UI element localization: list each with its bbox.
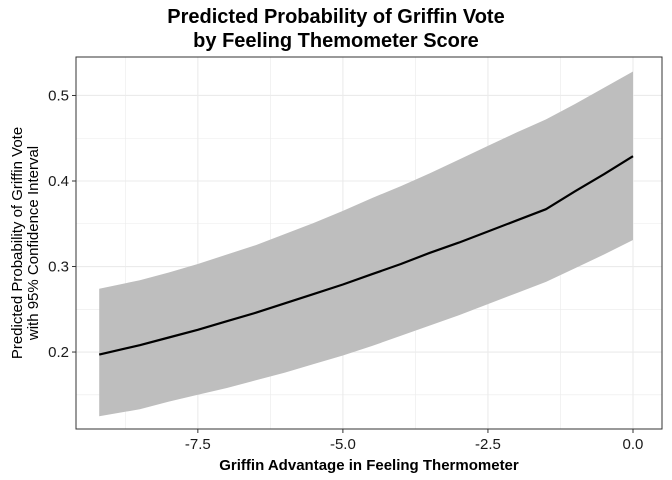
x-tick-label: -5.0 [330,436,356,453]
y-axis-title-line-1: Predicted Probability of Griffin Vote [9,127,26,359]
panel-border [75,56,663,430]
y-tick-label: 0.2 [48,344,69,361]
y-tick-label: 0.5 [48,87,69,104]
y-axis-title: Predicted Probability of Griffin Vote wi… [9,127,42,359]
y-axis-title-line-2: with 95% Confidence Interval [25,146,42,341]
confidence-interval-band [99,71,633,417]
x-axis-title: Griffin Advantage in Feeling Thermometer [219,457,519,474]
x-tick-label: -7.5 [185,436,211,453]
predicted-probability-line [98,155,634,356]
chart-title-line-2: by Feeling Themometer Score [193,30,479,52]
y-tick-label: 0.4 [48,173,69,190]
x-tick-label: 0.0 [623,436,644,453]
y-tick-label: 0.3 [48,259,69,276]
y-axis-ticks: 0.2 0.3 0.4 0.5 [48,87,76,361]
x-axis-ticks: -7.5 -5.0 -2.5 0.0 [185,429,644,453]
prediction-line-layer [98,155,634,356]
confidence-ribbon-layer [99,71,633,417]
chart-title-line-1: Predicted Probability of Griffin Vote [167,6,505,28]
x-tick-label: -2.5 [475,436,501,453]
